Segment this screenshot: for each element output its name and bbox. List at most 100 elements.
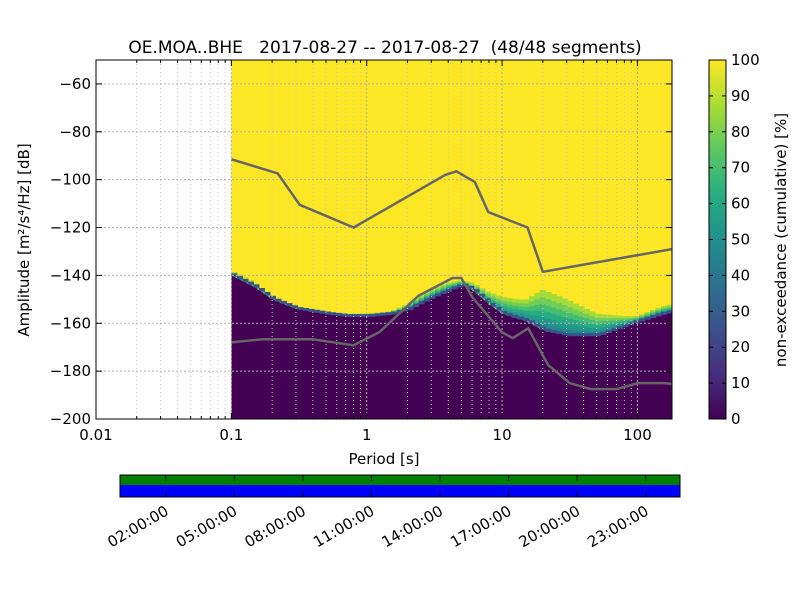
heatmap-cell bbox=[457, 281, 464, 283]
heatmap-edge-cell bbox=[264, 291, 271, 295]
timeline-bars bbox=[120, 475, 680, 497]
heatmap-edge-cell bbox=[347, 314, 354, 318]
heatmap-cell bbox=[242, 281, 249, 283]
timeline-tick-label: 14:00:00 bbox=[379, 502, 446, 551]
heatmap-cell bbox=[611, 317, 618, 321]
heatmap-cell bbox=[633, 316, 640, 319]
heatmap-edge-cell bbox=[286, 303, 293, 307]
heatmap-cell bbox=[545, 324, 552, 333]
heatmap-cell bbox=[396, 308, 403, 310]
heatmap-edge-cell bbox=[655, 313, 662, 317]
heatmap-cell bbox=[418, 297, 425, 300]
heatmap-cell bbox=[633, 317, 640, 320]
heatmap-cell bbox=[451, 281, 458, 284]
heatmap-edge-cell bbox=[644, 316, 651, 320]
heatmap-cell bbox=[490, 298, 497, 301]
heatmap-cell bbox=[611, 322, 618, 326]
heatmap-edge-cell bbox=[253, 284, 260, 288]
heatmap-edge-cell bbox=[236, 276, 243, 280]
heatmap-cell bbox=[253, 283, 260, 285]
heatmap-cell bbox=[550, 326, 557, 334]
heatmap-edge-cell bbox=[523, 318, 530, 322]
heatmap-cell bbox=[567, 323, 574, 331]
heatmap-cell bbox=[402, 305, 409, 307]
heatmap-edge-cell bbox=[561, 332, 568, 336]
heatmap-cell bbox=[512, 305, 519, 309]
heatmap-edge-cell bbox=[391, 311, 398, 315]
heatmap-cell bbox=[660, 305, 668, 308]
heatmap-cell bbox=[236, 274, 243, 277]
heatmap-cell bbox=[666, 305, 672, 308]
y-axis-label-group: Amplitude [m²/s⁴/Hz] [dB] bbox=[15, 143, 33, 336]
heatmap-cell bbox=[446, 284, 453, 287]
heatmap-cell bbox=[545, 291, 552, 300]
colorbar-tick-label: 70 bbox=[731, 159, 750, 177]
heatmap-cell bbox=[413, 301, 420, 304]
heatmap-edge-cell bbox=[280, 300, 287, 304]
heatmap-cell bbox=[589, 327, 596, 332]
heatmap-cell bbox=[605, 314, 613, 319]
heatmap-cell bbox=[600, 314, 607, 318]
heatmap-edge-cell bbox=[512, 314, 519, 318]
heatmap-edge-cell bbox=[616, 326, 623, 330]
heatmap-edge-cell bbox=[269, 295, 276, 299]
heatmap-cell bbox=[435, 290, 442, 293]
colorbar-tick-label: 10 bbox=[731, 374, 750, 392]
heatmap-edge-cell bbox=[550, 330, 557, 334]
timeline: 02:00:00 05:00:00 08:00:00 11:00:00 14:00:00… bbox=[104, 474, 681, 551]
heatmap-cell bbox=[517, 312, 524, 317]
plot-area: 0.01 0.1 1 10 100 −60 −80 −100 −120 −140 −160 −180… bbox=[50, 59, 673, 444]
heatmap-low-region bbox=[231, 275, 672, 419]
heatmap-edge-cell bbox=[358, 314, 365, 318]
heatmap-cell bbox=[627, 317, 635, 320]
heatmap-cell bbox=[512, 298, 519, 303]
heatmap-cell bbox=[578, 306, 585, 312]
heatmap-cell bbox=[374, 312, 381, 314]
heatmap-cell bbox=[649, 314, 657, 316]
heatmap-cell bbox=[479, 289, 486, 293]
x-tick-label: 0.1 bbox=[219, 426, 243, 444]
heatmap-edge-cell bbox=[506, 313, 513, 317]
heatmap-cell bbox=[605, 325, 613, 329]
heatmap-cell bbox=[644, 315, 651, 317]
heatmap-cell bbox=[627, 320, 635, 323]
y-tick-label: −160 bbox=[50, 314, 91, 332]
heatmap-cell bbox=[611, 315, 618, 319]
heatmap-edge-cell bbox=[258, 287, 265, 291]
heatmap-cell bbox=[583, 317, 590, 323]
heatmap-cell bbox=[490, 304, 497, 308]
heatmap-cell bbox=[567, 329, 574, 336]
heatmap-edge-cell bbox=[622, 324, 629, 328]
heatmap-edge-cell bbox=[567, 333, 574, 337]
heatmap-cell bbox=[583, 326, 590, 332]
heatmap-cell bbox=[473, 287, 480, 290]
heatmap-cell bbox=[660, 309, 668, 312]
heatmap-cell bbox=[440, 287, 447, 289]
heatmap-cell bbox=[649, 312, 657, 314]
heatmap-cell bbox=[567, 300, 574, 308]
heatmap-cell bbox=[666, 307, 672, 309]
heatmap-cell bbox=[413, 299, 420, 302]
heatmap-cell bbox=[231, 275, 238, 278]
timeline-bar-data-available bbox=[120, 475, 680, 485]
heatmap-edge-cell bbox=[402, 308, 409, 312]
heatmap-cell bbox=[556, 302, 563, 310]
heatmap-edge-cell bbox=[627, 322, 634, 326]
y-tick-label: −60 bbox=[59, 75, 91, 93]
heatmap-cell bbox=[539, 289, 546, 298]
heatmap-cell bbox=[479, 291, 486, 294]
timeline-tick-label: 11:00:00 bbox=[310, 502, 377, 551]
y-tick-label: −200 bbox=[50, 410, 91, 428]
heatmap-cell bbox=[605, 328, 613, 332]
heatmap-edge-cell bbox=[451, 286, 458, 290]
heatmap-cell bbox=[567, 318, 574, 325]
heatmap-cell bbox=[440, 285, 447, 288]
heatmap-cell bbox=[495, 295, 502, 299]
x-axis-label: Period [s] bbox=[348, 450, 419, 468]
heatmap-cell bbox=[451, 284, 458, 287]
heatmap-cell bbox=[473, 292, 480, 295]
heatmap-cell bbox=[407, 304, 414, 307]
colorbar-tick-label: 40 bbox=[731, 266, 750, 284]
heatmap-edge-cell bbox=[649, 315, 656, 319]
heatmap-cell bbox=[649, 311, 657, 313]
